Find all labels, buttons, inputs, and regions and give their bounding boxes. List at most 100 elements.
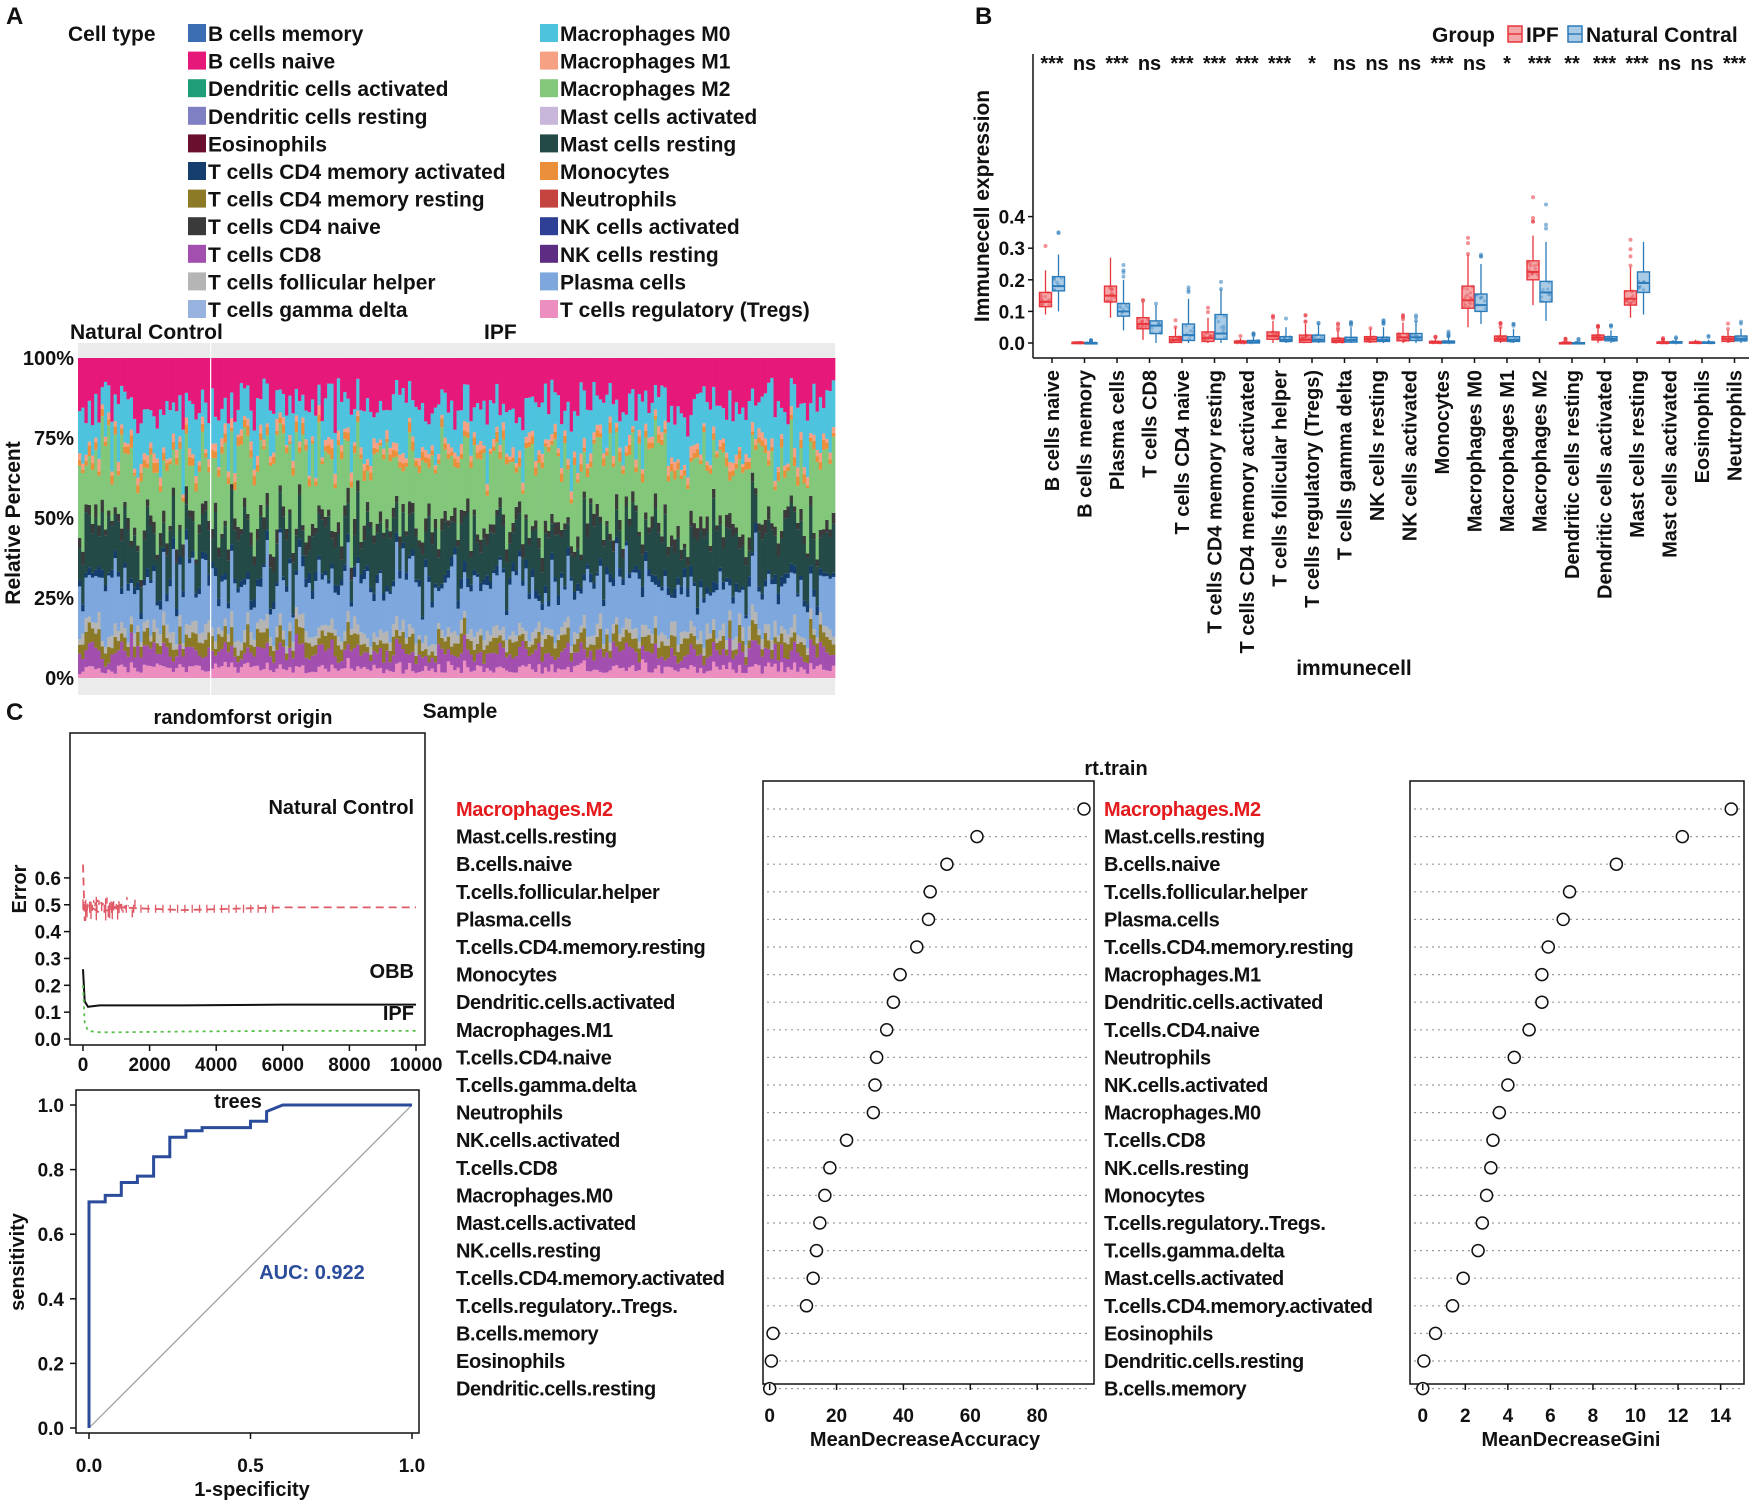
bar-segment <box>217 598 221 607</box>
bar-segment <box>479 358 483 410</box>
bar-segment <box>637 578 642 642</box>
box-outlier-ipf <box>1628 263 1633 268</box>
bar-segment <box>456 635 461 644</box>
bar-segment <box>702 537 706 598</box>
bar-segment <box>527 545 532 594</box>
bar-segment <box>249 667 254 678</box>
box-point-control <box>1283 337 1287 341</box>
bar-segment <box>116 576 121 631</box>
bar-segment <box>395 541 399 617</box>
bar-segment <box>556 605 561 635</box>
bar-segment <box>107 419 111 426</box>
bar-segment <box>113 421 118 427</box>
bar-segment <box>508 543 512 578</box>
group-label-control: Natural Control <box>70 321 223 344</box>
bar-segment <box>799 440 803 449</box>
bar-segment <box>747 457 752 462</box>
dot-point-dendritic-cells-activated <box>1535 995 1549 1009</box>
x-tick-b-label-mast-cells-resting: Mast cells resting <box>1627 370 1649 538</box>
bar-segment <box>200 551 205 559</box>
bar-segment <box>585 463 590 469</box>
bar-segment <box>653 575 658 585</box>
bar-segment <box>304 631 309 643</box>
bar-segment <box>602 672 606 678</box>
bar-segment <box>440 414 444 419</box>
bar-segment <box>255 539 260 580</box>
box-point-ipf <box>1728 335 1732 339</box>
bar-segment <box>255 622 260 629</box>
bar-segment <box>666 546 671 556</box>
bar-segment <box>333 531 338 548</box>
bar-segment <box>388 538 393 592</box>
bar-segment <box>120 385 124 425</box>
bar-segment <box>799 432 803 441</box>
bar-segment <box>120 587 124 595</box>
bar-segment <box>783 658 787 673</box>
bar-segment <box>450 515 454 522</box>
bar-segment <box>747 640 752 649</box>
bar-segment <box>304 358 309 411</box>
bar-segment <box>718 524 723 568</box>
bar-segment <box>336 534 341 586</box>
bar-segment <box>721 589 726 624</box>
bar-segment <box>540 673 545 678</box>
bar-segment <box>637 641 642 649</box>
bar-segment <box>382 673 386 678</box>
bar-segment <box>666 657 671 667</box>
bar-segment <box>155 358 160 429</box>
box-point-ipf <box>1275 331 1279 335</box>
x-tick-b-label-monocytes: Monocytes <box>1432 370 1454 474</box>
roc-y-tick-label: 0.4 <box>38 1290 65 1311</box>
box-point-ipf <box>1597 337 1601 341</box>
box-outlier-control <box>1414 315 1418 320</box>
bar-segment <box>81 551 85 565</box>
bar-segment <box>543 653 548 668</box>
box-point-control <box>1442 339 1446 343</box>
bar-segment <box>682 631 687 639</box>
bar-segment <box>175 562 179 609</box>
bar-segment <box>741 586 745 590</box>
bar-segment <box>272 601 276 610</box>
dot-point-t-cells-gamma-delta <box>1471 1243 1485 1258</box>
bar-segment <box>155 601 160 606</box>
bar-segment <box>278 532 283 614</box>
bar-segment <box>323 668 328 678</box>
bar-segment <box>424 635 428 650</box>
bar-segment <box>750 481 755 553</box>
bar-segment <box>265 505 270 531</box>
box-point-ipf <box>1079 340 1083 345</box>
bar-segment <box>553 522 558 536</box>
bar-segment <box>294 358 299 389</box>
dot-label-macrophages-m2: Macrophages.M2 <box>456 799 613 821</box>
bar-segment <box>440 389 444 415</box>
bar-segment <box>213 451 218 459</box>
bar-segment <box>653 358 658 385</box>
box-point-control <box>1610 337 1614 341</box>
bar-segment <box>443 392 448 438</box>
bar-segment <box>566 358 571 402</box>
bar-segment <box>796 476 800 486</box>
bar-segment <box>310 637 315 647</box>
bar-segment <box>217 651 221 668</box>
bar-segment <box>213 458 218 503</box>
bar-segment <box>110 671 114 678</box>
bar-segment <box>521 641 525 666</box>
bar-segment <box>640 636 645 646</box>
bar-segment <box>391 580 396 587</box>
bar-segment <box>792 506 797 512</box>
bar-segment <box>414 406 419 459</box>
legend-a-label-macrophages-m2: Macrophages M2 <box>560 78 730 101</box>
bar-segment <box>187 517 192 559</box>
bar-segment <box>508 639 512 655</box>
bar-segment <box>317 414 321 423</box>
bar-segment <box>534 402 538 462</box>
bar-segment <box>780 633 784 645</box>
bar-segment <box>162 611 166 626</box>
bar-segment <box>521 493 525 545</box>
bar-segment <box>171 537 176 550</box>
bar-segment <box>246 571 250 580</box>
bar-segment <box>563 410 567 431</box>
bar-segment <box>818 452 823 463</box>
bar-segment <box>560 537 564 573</box>
bar-segment <box>682 568 687 578</box>
